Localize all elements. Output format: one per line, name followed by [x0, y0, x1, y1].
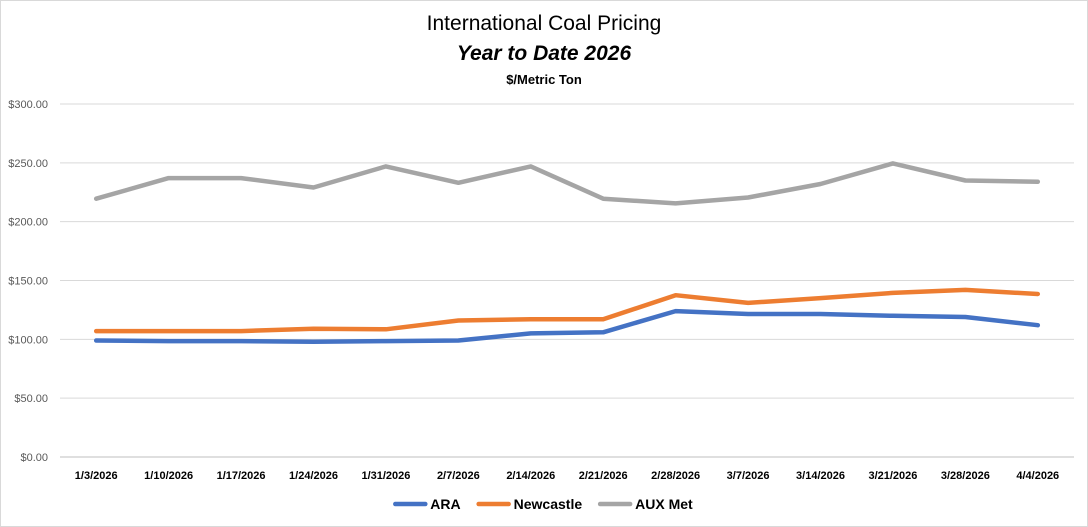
legend-label: AUX Met	[635, 496, 693, 512]
series-line-newcastle	[93, 287, 1041, 334]
x-tick-label: 3/14/2026	[796, 470, 845, 482]
x-tick-label: 2/7/2026	[437, 470, 480, 482]
legend-label: ARA	[430, 496, 460, 512]
y-tick-label: $250.00	[8, 158, 48, 170]
x-tick-label: 4/4/2026	[1016, 470, 1059, 482]
x-tick-label: 1/10/2026	[144, 470, 193, 482]
x-tick-label: 2/14/2026	[506, 470, 555, 482]
x-tick-label: 1/17/2026	[217, 470, 266, 482]
y-tick-label: $0.00	[20, 452, 48, 464]
y-tick-label: $50.00	[14, 393, 48, 405]
y-tick-label: $100.00	[8, 334, 48, 346]
chart-title: International Coal Pricing	[426, 12, 662, 35]
y-tick-label: $200.00	[8, 217, 48, 229]
x-tick-label: 3/7/2026	[727, 470, 770, 482]
legend-label: Newcastle	[514, 496, 583, 512]
x-tick-label: 3/21/2026	[868, 470, 917, 482]
x-tick-label: 2/28/2026	[651, 470, 700, 482]
x-tick-label: 1/3/2026	[75, 470, 118, 482]
x-tick-label: 1/31/2026	[361, 470, 410, 482]
x-tick-label: 2/21/2026	[579, 470, 628, 482]
x-tick-label: 3/28/2026	[941, 470, 990, 482]
x-tick-label: 1/24/2026	[289, 470, 338, 482]
chart-unit-label: $/Metric Ton	[506, 72, 582, 87]
y-tick-label: $300.00	[8, 99, 48, 111]
series-line-ara	[93, 308, 1041, 344]
chart-subtitle: Year to Date 2026	[456, 42, 632, 65]
y-tick-label: $150.00	[8, 276, 48, 288]
series-line-aux-met	[93, 161, 1041, 206]
